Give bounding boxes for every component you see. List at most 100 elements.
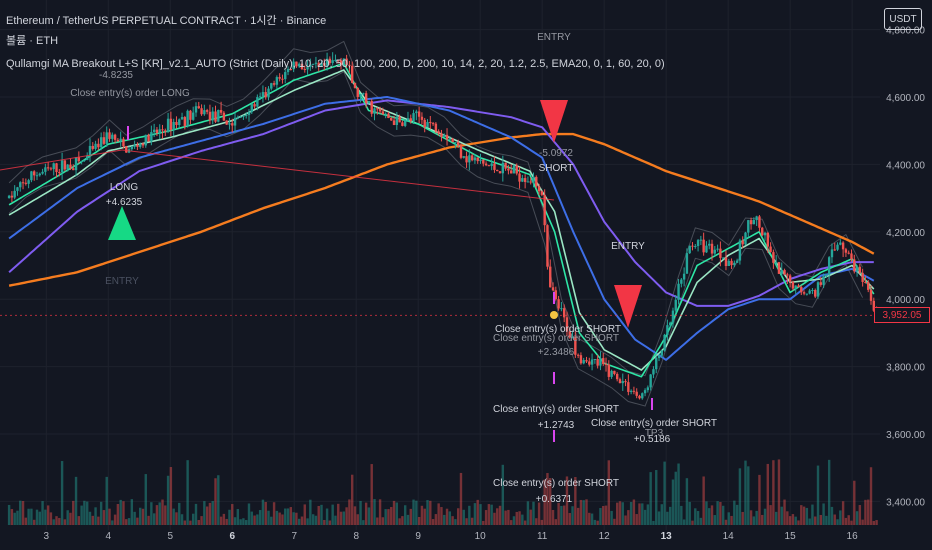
volume-bar xyxy=(53,519,55,525)
candle-body xyxy=(465,156,467,162)
candle-body xyxy=(806,294,808,295)
volume-bar xyxy=(72,501,74,525)
candle-body xyxy=(454,142,456,143)
volume-bar xyxy=(410,509,412,525)
volume-bar xyxy=(803,507,805,525)
volume-bar xyxy=(744,461,746,525)
candle-body xyxy=(733,263,735,265)
candle-body xyxy=(186,111,188,126)
candle-body xyxy=(175,122,177,125)
volume-bar xyxy=(585,499,587,525)
volume-bar xyxy=(672,480,674,525)
candle-body xyxy=(677,284,679,300)
candle-body xyxy=(711,244,713,254)
currency-button[interactable]: USDT xyxy=(884,8,922,30)
candle-body xyxy=(203,110,205,114)
volume-bar xyxy=(619,501,621,525)
volume-bar xyxy=(602,506,604,525)
volume-bar xyxy=(806,508,808,525)
volume-bar xyxy=(164,505,166,525)
volume-bar xyxy=(50,512,52,525)
volume-bar xyxy=(772,460,774,525)
volume-bar xyxy=(471,518,473,525)
volume-bar xyxy=(686,478,688,525)
volume-bar xyxy=(524,521,526,525)
volume-bar xyxy=(432,519,434,525)
volume-bar xyxy=(334,516,336,525)
volume-bar xyxy=(510,520,512,525)
candle-body xyxy=(658,356,660,358)
volume-bar xyxy=(518,511,520,525)
time-tick-label: 12 xyxy=(599,531,611,542)
strategy-legend[interactable]: Qullam gi MA Breakout L+S [KR]_v2.1_AUTO… xyxy=(6,58,665,70)
volume-bar xyxy=(58,518,60,525)
candle-body xyxy=(605,364,607,365)
candle-body xyxy=(719,249,721,258)
candle-body xyxy=(736,261,738,263)
candle-body xyxy=(557,299,559,308)
short-value-top: -5.0972 xyxy=(539,148,573,159)
volume-bar xyxy=(513,516,515,525)
candle-body xyxy=(750,220,752,224)
volume-bar xyxy=(25,518,27,525)
volume-bar xyxy=(610,511,612,525)
volume-bar xyxy=(108,509,110,525)
time-tick-label: 7 xyxy=(291,531,297,542)
volume-bar xyxy=(175,512,177,525)
candle-body xyxy=(206,110,208,112)
candle-body xyxy=(755,216,757,220)
candle-body xyxy=(786,274,788,275)
candle-body xyxy=(460,146,462,158)
volume-bar xyxy=(694,508,696,525)
volume-bar xyxy=(496,508,498,525)
candle-body xyxy=(371,101,373,114)
volume-bar xyxy=(371,464,373,525)
candle-body xyxy=(739,240,741,260)
volume-bar xyxy=(521,515,523,525)
candle-body xyxy=(200,108,202,114)
volume-bar xyxy=(231,504,233,525)
candle-body xyxy=(825,275,827,277)
candle-body xyxy=(108,132,110,139)
volume-bar xyxy=(145,474,147,525)
volume-bar xyxy=(212,501,214,525)
candle-body xyxy=(426,122,428,127)
candle-body xyxy=(591,359,593,364)
candle-body xyxy=(516,165,518,173)
volume-bar xyxy=(580,500,582,525)
candle-body xyxy=(560,308,562,309)
candle-body xyxy=(546,225,548,266)
volume-bar xyxy=(474,503,476,525)
candle-body xyxy=(273,83,275,85)
volume-bar xyxy=(69,513,71,525)
candle-body xyxy=(538,186,540,191)
volume-bar xyxy=(485,510,487,525)
volume-bar xyxy=(47,505,49,525)
candle-body xyxy=(836,245,838,250)
candle-body xyxy=(418,111,420,116)
volume-bar xyxy=(128,518,130,525)
tp-label: TP3 xyxy=(645,428,664,439)
volume-bar xyxy=(764,509,766,525)
volume-bar xyxy=(842,501,844,525)
candle-body xyxy=(552,287,554,290)
candle-body xyxy=(25,183,27,184)
candle-body xyxy=(758,216,760,227)
candle-body xyxy=(666,325,668,335)
candle-body xyxy=(496,170,498,171)
candle-body xyxy=(714,250,716,254)
symbol-title[interactable]: Ethereum / TetherUS PERPETUAL CONTRACT ·… xyxy=(6,12,326,28)
candle-body xyxy=(359,94,361,97)
volume-legend[interactable]: 볼륨 · ETH xyxy=(6,32,58,48)
volume-bar xyxy=(700,518,702,525)
candle-body xyxy=(30,171,32,180)
candle-body xyxy=(797,286,799,287)
candle-body xyxy=(563,308,565,317)
candle-body xyxy=(594,359,596,360)
volume-bar xyxy=(390,507,392,525)
volume-bar xyxy=(270,517,272,525)
candle-body xyxy=(44,167,46,172)
entry-top-label: ENTRY xyxy=(537,32,571,43)
candle-body xyxy=(477,157,479,161)
